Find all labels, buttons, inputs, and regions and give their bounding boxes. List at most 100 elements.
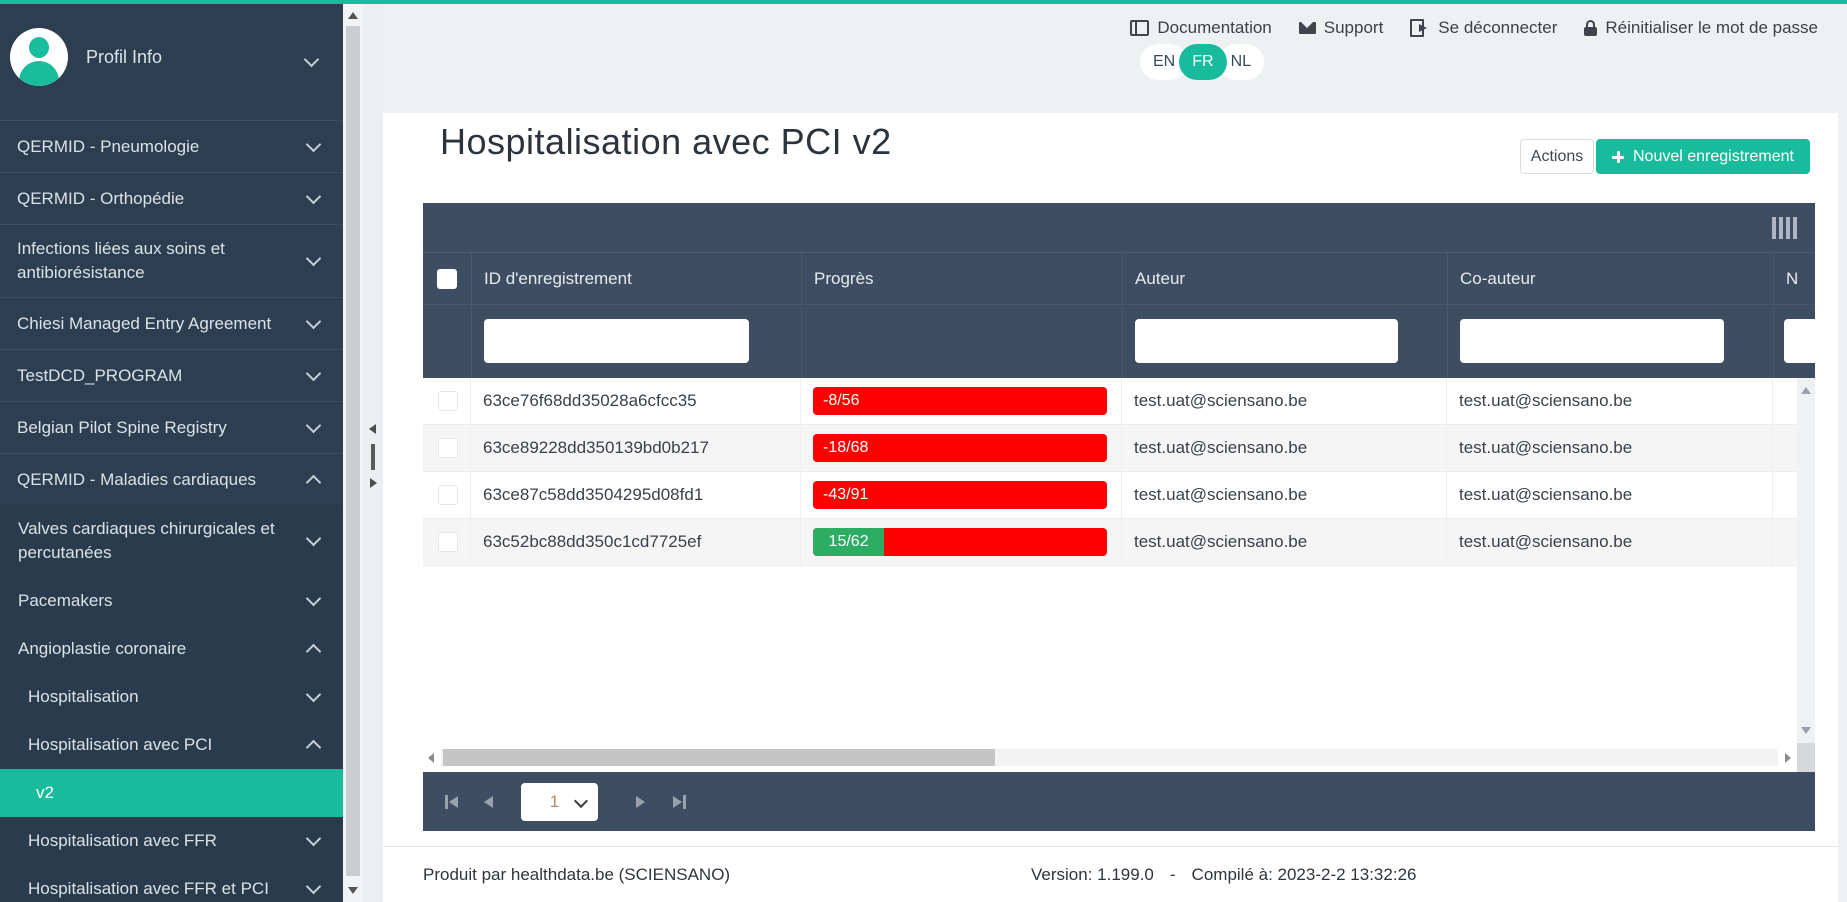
row-select-cell — [423, 472, 471, 518]
sidebar-item-v2[interactable]: v2 — [0, 769, 343, 817]
sidebar-item-label: QERMID - Pneumologie — [17, 136, 200, 156]
topbar-links: Documentation Support Se déconnecter Réinit… — [1130, 18, 1818, 38]
sidebar-item-infections-liees-aux-soins-et-antibioresis[interactable]: Infections liées aux soins et antibiorés… — [0, 224, 343, 297]
table-toolbar — [423, 203, 1815, 253]
sidebar-item-label: Hospitalisation avec PCI — [28, 735, 213, 754]
chevron-up-icon — [305, 643, 322, 660]
book-icon — [1130, 20, 1150, 36]
progress-bar: -8/56 — [813, 387, 1107, 415]
author-cell: test.uat@sciensano.be — [1122, 378, 1447, 424]
row-checkbox[interactable] — [438, 391, 458, 411]
filter-input[interactable] — [1135, 319, 1398, 363]
row-extra-cell — [1773, 378, 1797, 424]
table-vertical-scrollbar[interactable] — [1797, 378, 1815, 743]
sidebar-item-qermid-pneumologie[interactable]: QERMID - Pneumologie — [0, 120, 343, 172]
select-all-checkbox[interactable] — [437, 268, 457, 289]
actions-button[interactable]: Actions — [1520, 139, 1594, 174]
footer-version-info: Version: 1.199.0 - Compilé à: 2023-2-2 1… — [1031, 865, 1416, 885]
next-page-icon[interactable] — [636, 795, 645, 808]
row-checkbox[interactable] — [438, 438, 458, 458]
user-avatar-icon — [10, 28, 68, 86]
sidebar-item-belgian-pilot-spine-registry[interactable]: Belgian Pilot Spine Registry — [0, 401, 343, 453]
hscroll-thumb[interactable] — [443, 749, 995, 766]
author-value: test.uat@sciensano.be — [1134, 485, 1308, 504]
table-body: 63ce76f68dd35028a6cfcc35 -8/56 test.uat@sc… — [423, 378, 1815, 743]
sidebar-profile[interactable]: Profil Info — [0, 4, 343, 120]
page-select[interactable]: 1 — [521, 782, 598, 821]
sign-out-icon — [1410, 19, 1428, 37]
row-extra-cell — [1773, 472, 1797, 518]
sidebar-item-hospitalisation[interactable]: Hospitalisation — [0, 673, 343, 721]
filter-input[interactable] — [484, 319, 749, 363]
sidebar-item-qermid-maladies-cardiaques[interactable]: QERMID - Maladies cardiaques — [0, 453, 343, 505]
chevron-up-icon — [305, 474, 322, 490]
row-checkbox[interactable] — [438, 485, 458, 505]
sidebar-item-label: Valves cardiaques chirurgicales et percu… — [18, 519, 275, 562]
last-page-icon[interactable] — [673, 794, 686, 809]
scroll-down-icon[interactable] — [348, 887, 358, 894]
topbar-link-support[interactable]: Support — [1298, 18, 1383, 38]
column-header-progres: Progrès — [801, 253, 1122, 304]
sidebar-item-label: Hospitalisation avec FFR — [28, 831, 217, 850]
table-row: 63ce89228dd350139bd0b217 -18/68 test.uat@s… — [423, 425, 1797, 472]
new-record-button[interactable]: Nouvel enregistrement — [1596, 139, 1810, 174]
lang-fr[interactable]: FR — [1179, 44, 1227, 80]
author-value: test.uat@sciensano.be — [1134, 438, 1308, 457]
footer-produced-by: Produit par healthdata.be (SCIENSANO) — [423, 865, 731, 884]
chevron-down-icon — [305, 250, 322, 267]
sidebar-item-hospitalisation-avec-ffr-et-pci[interactable]: Hospitalisation avec FFR et PCI — [0, 865, 343, 902]
filter-cell — [1122, 305, 1447, 378]
row-checkbox[interactable] — [438, 532, 458, 552]
sidebar-item-angioplastie-coronaire[interactable]: Angioplastie coronaire — [0, 625, 343, 673]
sidebar-scrollbar-thumb[interactable] — [346, 26, 360, 876]
main-area: Documentation Support Se déconnecter Réinit… — [383, 4, 1847, 902]
scroll-up-icon[interactable] — [348, 12, 358, 19]
sidebar-item-chiesi-managed-entry-agreement[interactable]: Chiesi Managed Entry Agreement — [0, 297, 343, 349]
record-id: 63ce76f68dd35028a6cfcc35 — [483, 391, 697, 410]
sidebar-item-testdcd-program[interactable]: TestDCD_PROGRAM — [0, 349, 343, 401]
chevron-down-icon — [305, 530, 322, 547]
topbar-link-reinitialiser-le-mot-de-passe[interactable]: Réinitialiser le mot de passe — [1584, 18, 1818, 38]
hscroll-track[interactable] — [441, 749, 1778, 766]
sidebar-item-qermid-orthopedie[interactable]: QERMID - Orthopédie — [0, 172, 343, 224]
collapse-left-icon[interactable] — [369, 424, 376, 434]
footer-separator: - — [1169, 865, 1176, 884]
sidebar-item-hospitalisation-avec-pci[interactable]: Hospitalisation avec PCI — [0, 721, 343, 769]
filter-input[interactable] — [1784, 319, 1815, 363]
sidebar-item-pacemakers[interactable]: Pacemakers — [0, 577, 343, 625]
coauthor-value: test.uat@sciensano.be — [1459, 391, 1633, 410]
scroll-left-icon[interactable] — [428, 752, 434, 763]
progress-cell: -43/91 — [801, 472, 1122, 518]
topbar-link-se-deconnecter[interactable]: Se déconnecter — [1410, 18, 1557, 38]
sidebar-item-valves-cardiaques-chirurgicales-et-percuta[interactable]: Valves cardiaques chirurgicales et percu… — [0, 505, 343, 577]
columns-icon[interactable] — [1772, 216, 1797, 239]
table-horizontal-scrollbar[interactable] — [423, 743, 1815, 772]
record-id-cell: 63c52bc88dd350c1cd7725ef — [471, 519, 801, 565]
column-header-select — [423, 253, 471, 304]
sidebar-item-hospitalisation-avec-ffr[interactable]: Hospitalisation avec FFR — [0, 817, 343, 865]
scroll-right-icon[interactable] — [1785, 752, 1791, 763]
record-id: 63c52bc88dd350c1cd7725ef — [483, 532, 702, 551]
column-header-label: Auteur — [1135, 268, 1186, 288]
topbar-link-label: Se déconnecter — [1438, 18, 1558, 37]
progress-bar: -43/91 — [813, 481, 1107, 509]
scroll-up-icon[interactable] — [1801, 387, 1811, 394]
splitter-handle[interactable] — [371, 444, 375, 470]
filter-input[interactable] — [1460, 319, 1724, 363]
table-row: 63ce76f68dd35028a6cfcc35 -8/56 test.uat@sc… — [423, 378, 1797, 425]
chevron-down-icon — [305, 686, 322, 703]
sidebar-splitter[interactable] — [363, 4, 383, 902]
expand-right-icon[interactable] — [370, 478, 377, 488]
topbar-link-label: Documentation — [1157, 18, 1272, 37]
topbar-link-documentation[interactable]: Documentation — [1130, 18, 1272, 38]
sidebar-scrollbar[interactable] — [343, 4, 363, 902]
previous-page-icon[interactable] — [484, 795, 493, 808]
chevron-up-icon — [305, 739, 322, 756]
scroll-down-icon[interactable] — [1801, 727, 1811, 734]
column-header-label: Progrès — [814, 268, 874, 288]
column-header-label: Co-auteur — [1460, 268, 1536, 288]
sidebar-item-label: Chiesi Managed Entry Agreement — [17, 313, 272, 333]
progress-cell: -8/56 — [801, 378, 1122, 424]
actions-button-label: Actions — [1530, 147, 1584, 165]
first-page-icon[interactable] — [445, 794, 458, 809]
